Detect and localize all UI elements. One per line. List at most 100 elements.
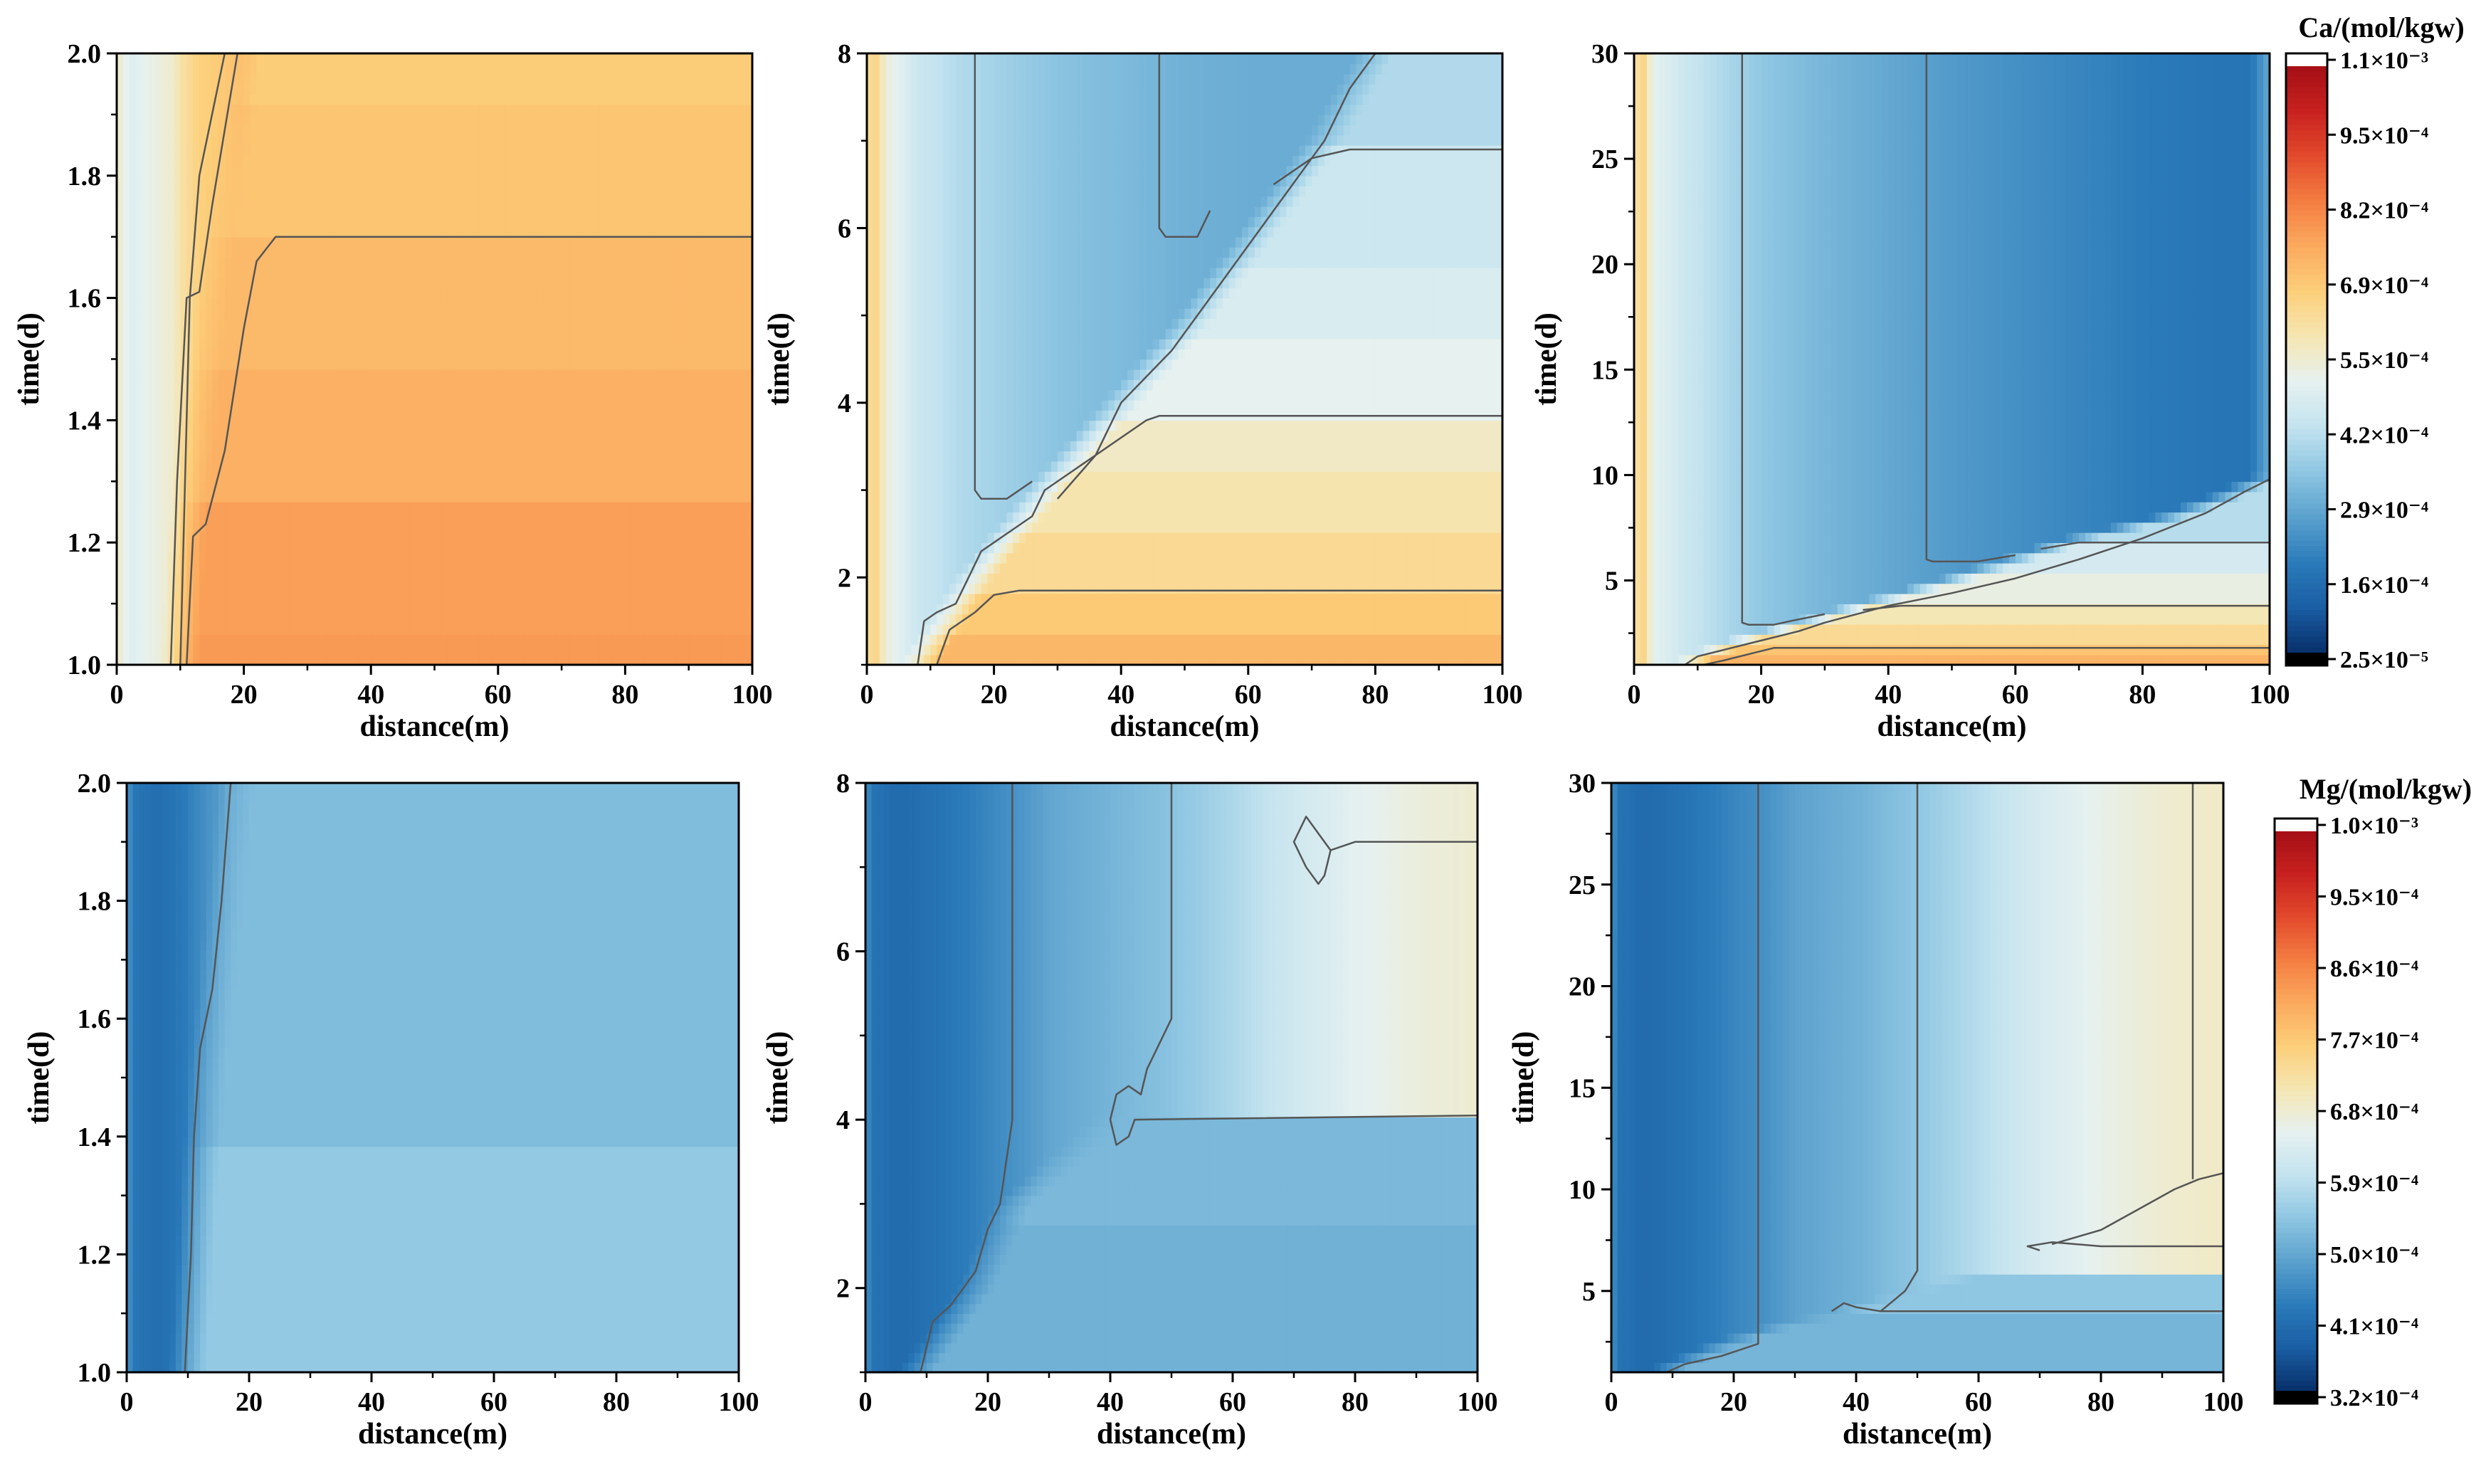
- heatmap-cell: [612, 399, 620, 411]
- heatmap-cell: [371, 399, 378, 411]
- heatmap-cell: [669, 634, 677, 646]
- heatmap-cell: [536, 267, 544, 278]
- heatmap-cell: [307, 491, 315, 502]
- heatmap-cell: [384, 430, 391, 441]
- heatmap-cell: [428, 288, 436, 299]
- heatmap-cell: [402, 186, 410, 197]
- heatmap-cell: [720, 206, 728, 217]
- heatmap-cell: [154, 420, 162, 431]
- heatmap-cell: [434, 379, 442, 391]
- heatmap-cell: [186, 634, 194, 646]
- heatmap-cell: [295, 512, 302, 523]
- heatmap-cell: [701, 654, 709, 665]
- heatmap-cell: [606, 349, 613, 360]
- heatmap-cell: [707, 644, 715, 656]
- heatmap-cell: [562, 654, 569, 665]
- heatmap-cell: [377, 654, 384, 665]
- heatmap-cell: [364, 226, 372, 238]
- heatmap-cell: [549, 441, 556, 452]
- heatmap-cell: [161, 186, 169, 197]
- heatmap-cell: [206, 573, 213, 584]
- heatmap-cell: [142, 451, 149, 462]
- heatmap-cell: [129, 420, 137, 431]
- heatmap-cell: [377, 257, 384, 268]
- heatmap-cell: [574, 155, 581, 167]
- heatmap-cell: [282, 614, 289, 625]
- heatmap-cell: [504, 512, 512, 523]
- heatmap-cell: [135, 604, 143, 615]
- heatmap-cell: [409, 165, 416, 177]
- heatmap-cell: [663, 562, 670, 574]
- heatmap-cell: [295, 318, 302, 330]
- heatmap-cell: [237, 470, 245, 483]
- heatmap-cell: [428, 532, 436, 543]
- heatmap-cell: [224, 644, 232, 656]
- heatmap-cell: [650, 226, 658, 238]
- heatmap-cell: [377, 338, 384, 349]
- heatmap-cell: [256, 206, 264, 217]
- heatmap-cell: [377, 318, 384, 330]
- heatmap-cell: [371, 216, 378, 228]
- heatmap-cell: [695, 196, 702, 207]
- heatmap-cell: [218, 186, 226, 197]
- heatmap-cell: [517, 288, 525, 299]
- heatmap-cell: [504, 236, 512, 248]
- heatmap-cell: [688, 298, 696, 309]
- heatmap-cell: [631, 369, 639, 380]
- heatmap-cell: [288, 155, 295, 167]
- heatmap-cell: [727, 654, 734, 665]
- heatmap-cell: [295, 470, 302, 483]
- heatmap-cell: [256, 583, 264, 594]
- heatmap-cell: [618, 593, 626, 604]
- heatmap-cell: [542, 318, 550, 330]
- heatmap-cell: [415, 379, 423, 391]
- heatmap-cell: [599, 226, 607, 238]
- heatmap-cell: [473, 461, 480, 472]
- heatmap-cell: [631, 186, 639, 197]
- heatmap-cell: [460, 573, 467, 584]
- heatmap-cell: [523, 175, 531, 186]
- heatmap-cell: [313, 623, 321, 635]
- heatmap-cell: [148, 307, 156, 320]
- heatmap-cell: [224, 298, 232, 309]
- heatmap-cell: [332, 267, 340, 278]
- heatmap-cell: [352, 634, 359, 646]
- heatmap-cell: [555, 399, 562, 411]
- heatmap-cell: [593, 257, 601, 268]
- heatmap-cell: [154, 277, 162, 289]
- heatmap-cell: [562, 257, 569, 268]
- heatmap-cell: [497, 410, 505, 421]
- heatmap-cell: [504, 614, 512, 625]
- heatmap-cell: [402, 328, 410, 340]
- heatmap-cell: [688, 165, 696, 177]
- heatmap-cell: [148, 491, 156, 502]
- heatmap-cell: [720, 155, 728, 167]
- heatmap-cell: [701, 573, 709, 584]
- heatmap-cell: [332, 226, 340, 238]
- heatmap-cell: [733, 399, 740, 411]
- heatmap-cell: [720, 277, 728, 289]
- heatmap-cell: [447, 491, 455, 502]
- heatmap-cell: [625, 236, 633, 248]
- heatmap-cell: [180, 379, 188, 391]
- heatmap-cell: [428, 644, 436, 656]
- heatmap-cell: [224, 542, 232, 554]
- heatmap-cell: [720, 369, 728, 380]
- heatmap-cell: [358, 379, 366, 391]
- heatmap-cell: [402, 206, 410, 217]
- heatmap-cell: [625, 481, 633, 493]
- heatmap-cell: [135, 226, 143, 238]
- heatmap-cell: [288, 552, 295, 564]
- heatmap-cell: [117, 257, 124, 268]
- heatmap-cell: [421, 226, 429, 238]
- heatmap-cell: [491, 491, 499, 502]
- heatmap-cell: [466, 512, 473, 523]
- heatmap-cell: [313, 522, 321, 533]
- heatmap-cell: [510, 522, 518, 533]
- heatmap-cell: [193, 318, 200, 330]
- heatmap-cell: [206, 522, 213, 533]
- heatmap-cell: [657, 461, 664, 472]
- heatmap-cell: [441, 379, 448, 391]
- heatmap-cell: [739, 593, 747, 604]
- heatmap-cell: [536, 349, 544, 360]
